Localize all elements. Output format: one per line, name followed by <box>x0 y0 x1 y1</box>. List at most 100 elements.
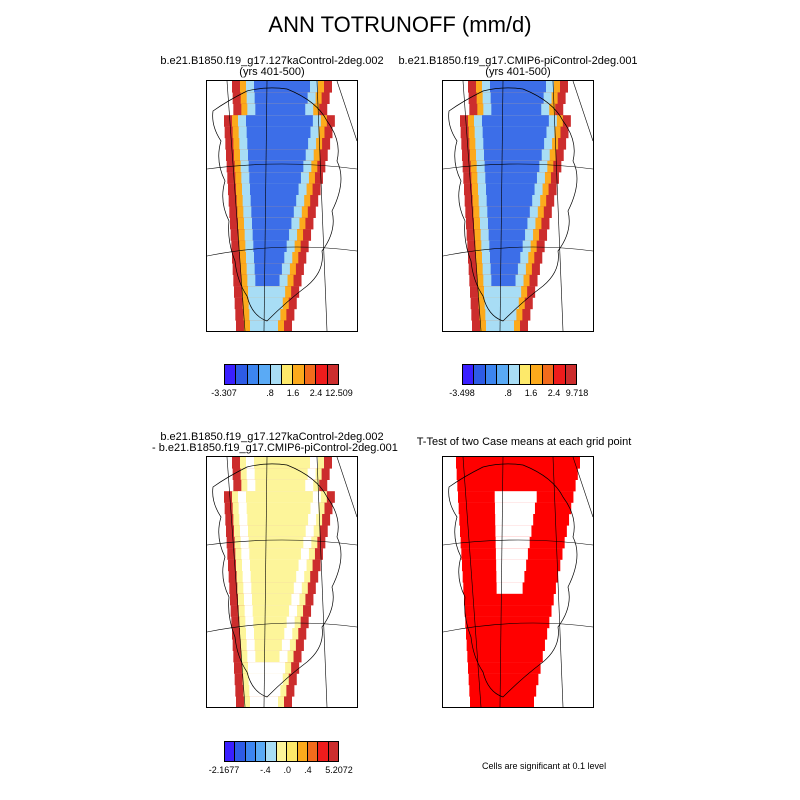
map-127ka-graticule <box>226 81 246 331</box>
panel-4-title: T-Test of two Case means at each grid po… <box>404 437 644 448</box>
panel-1-title-line2: (yrs 401-500) <box>239 66 305 78</box>
colorbar-3-label: .0 <box>283 765 292 775</box>
map-127ka-cell <box>250 195 297 207</box>
map-panel-difference <box>206 456 358 708</box>
map-difference-cell <box>254 457 310 469</box>
map-127ka-cell <box>253 240 287 253</box>
colorbar-3-swatch <box>328 742 338 761</box>
colorbar-2-swatch <box>565 365 577 384</box>
map-127ka-cell <box>248 149 306 161</box>
map-127ka-cell <box>255 274 280 287</box>
colorbar-1-swatch <box>316 365 328 384</box>
map-difference-cell <box>254 639 282 651</box>
map-127ka-graticule <box>316 81 328 331</box>
colorbar-3-label: .4 <box>304 765 312 775</box>
colorbar-3-swatch <box>297 742 308 761</box>
colorbar-3-swatch <box>235 742 246 761</box>
map-127ka-cell <box>252 217 292 230</box>
significance-note: Cells are significant at 0.1 level <box>482 761 607 771</box>
map-127ka-cell <box>254 92 308 104</box>
panel-1-title: b.e21.B1850.f19_g17.127kaControl-2deg.00… <box>152 56 392 78</box>
map-ttest-cell <box>495 536 530 549</box>
map-piControl-graticule <box>572 81 593 142</box>
colorbar-2-label: 2.4 <box>547 388 561 398</box>
colorbar-3 <box>224 741 339 762</box>
colorbar-1-swatch <box>282 365 294 384</box>
colorbar-3-label: -.4 <box>260 765 271 775</box>
map-piControl-cell <box>482 126 547 139</box>
map-127ka-cell <box>248 286 286 298</box>
map-difference-cell <box>249 548 301 560</box>
colorbar-3-swatch <box>266 742 277 761</box>
map-difference-graticule <box>316 457 328 707</box>
map-difference-cell <box>246 491 313 503</box>
map-ttest-cell <box>456 457 580 469</box>
colorbar-3-swatch <box>276 742 288 761</box>
colorbar-1-label: 2.4 <box>309 388 323 398</box>
colorbar-3-label: 5.2072 <box>325 765 353 775</box>
map-ttest-cell <box>494 491 537 503</box>
map-127ka-coastline <box>212 87 342 322</box>
colorbar-1-label: 1.6 <box>286 388 300 398</box>
colorbar-2-swatch <box>520 365 532 384</box>
map-ttest-graticule <box>462 457 482 707</box>
map-127ka-graticule <box>207 246 357 257</box>
map-piControl-cell <box>484 297 519 310</box>
map-piControl-cell <box>490 81 546 93</box>
map-ttest-cell <box>495 514 534 526</box>
map-difference-graticule <box>226 457 246 707</box>
panel-3-title-line2: - b.e21.B1850.f19_g17.CMIP6-piControl-2d… <box>152 442 398 454</box>
map-piControl-cell <box>486 183 535 196</box>
map-difference-cell <box>248 536 304 549</box>
map-panel-127ka <box>206 80 358 332</box>
map-127ka-cell <box>251 206 294 218</box>
map-ttest-cell <box>466 639 545 651</box>
colorbar-1-swatch <box>270 365 283 384</box>
map-difference-cell <box>248 525 306 537</box>
colorbar-2-label: -3.498 <box>449 388 475 398</box>
map-127ka-graticule <box>263 81 268 331</box>
colorbar-3-swatch <box>287 742 298 761</box>
map-piControl-svg <box>443 81 593 331</box>
map-ttest-svg <box>443 457 593 707</box>
map-ttest-cell <box>495 548 528 560</box>
map-panel-ttest <box>442 456 594 708</box>
colorbar-2-swatch <box>463 365 475 384</box>
map-difference-svg <box>207 457 357 707</box>
map-piControl-cell <box>491 103 542 116</box>
map-piControl-cell <box>490 263 518 275</box>
map-127ka-cell <box>249 309 281 321</box>
colorbar-2-label: 9.718 <box>565 388 589 398</box>
map-ttest-cell <box>470 696 534 707</box>
map-127ka-cell <box>248 160 304 173</box>
map-difference-cell <box>255 479 306 492</box>
map-difference-cell <box>246 502 311 515</box>
colorbar-2-swatch <box>485 365 498 384</box>
colorbar-3-swatch <box>318 742 329 761</box>
map-ttest-cell <box>469 685 537 697</box>
map-difference-cell <box>254 628 285 640</box>
map-127ka-graticule <box>336 81 357 142</box>
map-difference-cell <box>251 582 294 594</box>
map-127ka-cell <box>249 172 301 184</box>
colorbar-1-swatch <box>327 365 339 384</box>
colorbar-2-swatch <box>508 365 521 384</box>
map-127ka-cell <box>252 229 290 241</box>
map-127ka-cell <box>254 252 285 264</box>
colorbar-1-swatch <box>304 365 317 384</box>
colorbar-2-swatch <box>531 365 543 384</box>
map-ttest-graticule <box>552 457 564 707</box>
colorbar-2-swatch <box>542 365 555 384</box>
map-difference-coastline <box>212 463 342 698</box>
map-difference-cell <box>252 593 292 606</box>
map-ttest-cell <box>465 616 550 629</box>
map-ttest-cell <box>496 559 527 572</box>
map-difference-cell <box>252 605 290 617</box>
map-ttest-cell <box>496 571 525 583</box>
map-difference-cell <box>248 673 283 686</box>
map-ttest-cell <box>457 479 576 492</box>
map-127ka-cell <box>250 183 299 196</box>
map-piControl-cell <box>484 160 540 173</box>
panel-2-title: b.e21.B1850.f19_g17.CMIP6-piControl-2deg… <box>398 56 638 78</box>
map-piControl-cell <box>488 217 528 230</box>
